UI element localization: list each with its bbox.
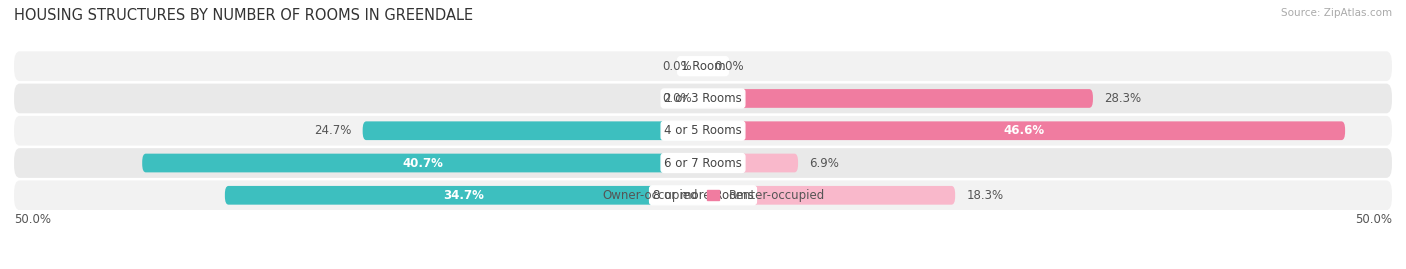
FancyBboxPatch shape — [703, 89, 1092, 108]
Text: HOUSING STRUCTURES BY NUMBER OF ROOMS IN GREENDALE: HOUSING STRUCTURES BY NUMBER OF ROOMS IN… — [14, 8, 474, 23]
Text: 0.0%: 0.0% — [662, 60, 692, 73]
FancyBboxPatch shape — [14, 84, 1392, 113]
Legend: Owner-occupied, Renter-occupied: Owner-occupied, Renter-occupied — [576, 185, 830, 207]
Text: 4 or 5 Rooms: 4 or 5 Rooms — [664, 124, 742, 137]
Text: 18.3%: 18.3% — [966, 189, 1004, 202]
Text: 28.3%: 28.3% — [1104, 92, 1142, 105]
FancyBboxPatch shape — [225, 186, 703, 205]
Text: 2 or 3 Rooms: 2 or 3 Rooms — [664, 92, 742, 105]
Text: 0.0%: 0.0% — [662, 92, 692, 105]
Text: 0.0%: 0.0% — [714, 60, 744, 73]
Text: 50.0%: 50.0% — [1355, 213, 1392, 226]
FancyBboxPatch shape — [703, 186, 955, 205]
FancyBboxPatch shape — [14, 116, 1392, 146]
Text: 46.6%: 46.6% — [1004, 124, 1045, 137]
FancyBboxPatch shape — [14, 180, 1392, 210]
FancyBboxPatch shape — [703, 121, 1346, 140]
Text: 34.7%: 34.7% — [443, 189, 485, 202]
FancyBboxPatch shape — [142, 154, 703, 172]
Text: 40.7%: 40.7% — [402, 157, 443, 169]
FancyBboxPatch shape — [14, 148, 1392, 178]
Text: 6.9%: 6.9% — [808, 157, 839, 169]
FancyBboxPatch shape — [703, 154, 799, 172]
Text: 50.0%: 50.0% — [14, 213, 51, 226]
Text: 24.7%: 24.7% — [315, 124, 352, 137]
FancyBboxPatch shape — [363, 121, 703, 140]
Text: 8 or more Rooms: 8 or more Rooms — [652, 189, 754, 202]
Text: Source: ZipAtlas.com: Source: ZipAtlas.com — [1281, 8, 1392, 18]
Text: 6 or 7 Rooms: 6 or 7 Rooms — [664, 157, 742, 169]
Text: 1 Room: 1 Room — [681, 60, 725, 73]
FancyBboxPatch shape — [14, 51, 1392, 81]
